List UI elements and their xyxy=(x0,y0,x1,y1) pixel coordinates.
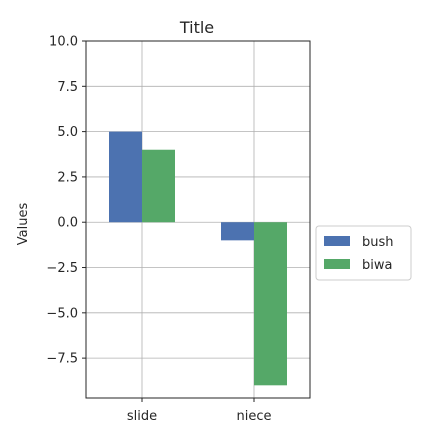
legend-label-biwa: biwa xyxy=(362,258,392,273)
x-tick-label: niece xyxy=(237,409,272,424)
x-tick-label: slide xyxy=(127,409,157,424)
bar-bush-niece xyxy=(221,222,254,241)
bar-bush-slide xyxy=(109,131,142,223)
bars xyxy=(109,131,287,386)
legend-label-bush: bush xyxy=(362,235,394,250)
legend-swatch-biwa xyxy=(324,259,350,269)
y-tick-label: −2.5 xyxy=(46,261,78,276)
plot-frame xyxy=(85,40,311,399)
tick-labels: −7.5 −5.0 −2.5 0.0 2.5 5.0 7.5 10.0 slide niece xyxy=(46,35,271,425)
chart-title: Title xyxy=(179,18,214,37)
y-axis-label: Values xyxy=(16,203,31,246)
y-tick-label: 7.5 xyxy=(57,80,78,95)
bar-biwa-niece xyxy=(254,222,287,386)
plot-border xyxy=(85,40,311,399)
y-tick-label: 0.0 xyxy=(57,216,78,231)
legend: bush biwa xyxy=(315,225,412,281)
y-tick-label: −7.5 xyxy=(46,352,78,367)
y-tick-label: −5.0 xyxy=(46,306,78,321)
y-tick-label: 2.5 xyxy=(57,170,78,185)
bar-biwa-slide xyxy=(142,149,175,223)
y-tick-label: 5.0 xyxy=(57,125,78,140)
y-tick-label: 10.0 xyxy=(49,35,78,50)
legend-swatch-bush xyxy=(324,236,350,246)
